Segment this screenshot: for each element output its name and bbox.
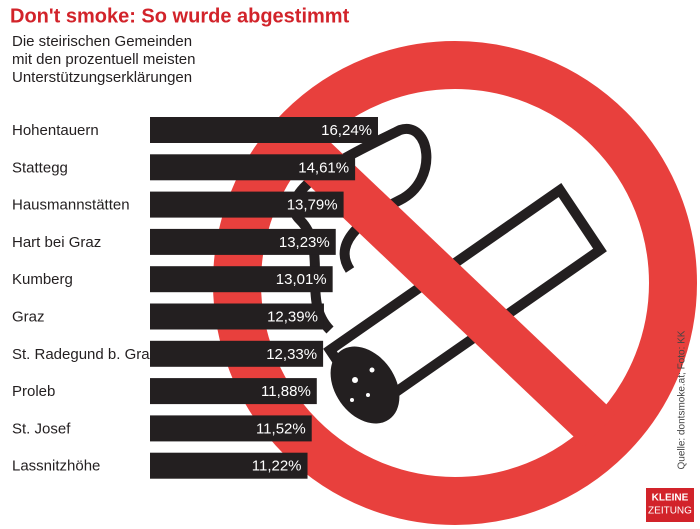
bar xyxy=(150,191,344,218)
category-label: Hohentauern xyxy=(12,122,99,139)
category-label: Hausmannstätten xyxy=(12,197,130,214)
category-label: St. Josef xyxy=(12,420,71,437)
row-band xyxy=(0,452,150,479)
subtitle: Unterstützungserklärungen xyxy=(12,69,192,86)
row-band xyxy=(0,266,150,293)
logo-box xyxy=(646,488,694,522)
row-band xyxy=(0,340,150,367)
value-label: 14,61% xyxy=(298,159,349,176)
bar xyxy=(150,117,378,143)
value-label: 11,52% xyxy=(256,420,306,437)
logo-text: ZEITUNG xyxy=(648,506,692,517)
value-label: 12,39% xyxy=(267,308,318,325)
bar xyxy=(150,340,324,367)
value-label: 13,01% xyxy=(276,271,327,288)
row-band xyxy=(0,303,150,330)
bar xyxy=(150,303,324,330)
category-label: Graz xyxy=(12,308,45,325)
row-band xyxy=(0,154,150,181)
bar xyxy=(150,415,312,442)
category-label: Hart bei Graz xyxy=(12,234,101,251)
value-label: 16,24% xyxy=(321,122,372,139)
source-note: Quelle: dontsmoke.at; Foto: KK xyxy=(677,330,688,469)
chart-title: Don't smoke: So wurde abgestimmt xyxy=(10,5,350,27)
value-label: 11,22% xyxy=(252,458,302,475)
subtitle: Die steirischen Gemeinden xyxy=(12,33,192,50)
category-label: Kumberg xyxy=(12,271,73,288)
value-label: 13,79% xyxy=(287,197,338,214)
row-band xyxy=(0,117,150,143)
category-label: St. Radegund b. Graz xyxy=(12,346,157,363)
value-label: 12,33% xyxy=(266,346,317,363)
category-label: Lassnitzhöhe xyxy=(12,458,100,475)
logo-text: KLEINE xyxy=(652,493,689,504)
bar xyxy=(150,266,333,293)
row-band xyxy=(0,415,150,442)
category-label: Proleb xyxy=(12,383,55,400)
bar xyxy=(150,452,308,479)
bar xyxy=(150,378,317,405)
row-band xyxy=(0,228,150,255)
bar xyxy=(150,154,356,181)
category-label: Stattegg xyxy=(12,159,68,176)
row-band xyxy=(0,378,150,405)
subtitle: mit den prozentuell meisten xyxy=(12,51,195,68)
value-label: 13,23% xyxy=(279,234,330,251)
bar xyxy=(150,228,336,255)
value-label: 11,88% xyxy=(261,383,311,400)
row-band xyxy=(0,191,150,218)
